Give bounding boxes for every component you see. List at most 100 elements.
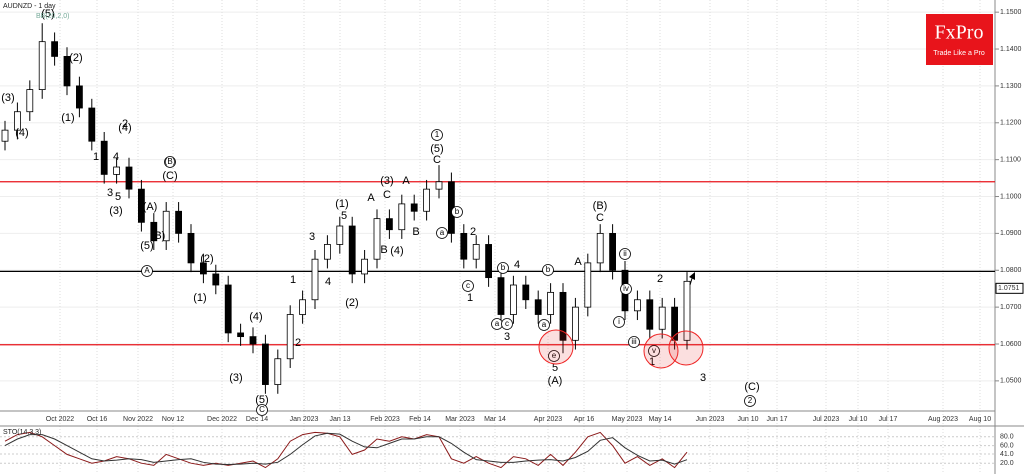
plot: 1.0500 1.0600 1.0700 1.0800 1.0900 1.1000 1.11… [0, 8, 1024, 469]
y-tick-label: 80.0 [1000, 434, 1014, 441]
annotation-circle [538, 319, 550, 331]
chart-title: AUDNZD - 1 day [3, 3, 56, 10]
candle-body [410, 203, 418, 212]
candle-body [212, 273, 220, 286]
x-tick-label: Feb 14 [409, 416, 431, 423]
y-tick-label: 1.1100 [1000, 156, 1021, 163]
candle-body [51, 41, 58, 57]
wave-label: (5) [140, 240, 153, 252]
candle-body [584, 262, 592, 308]
candle-body [385, 218, 393, 231]
candle-body [261, 343, 269, 385]
wave-label: a [440, 228, 445, 237]
x-tick-label: Aug 2023 [928, 416, 958, 423]
wave-label: (2) [345, 297, 358, 309]
y-tick-label: 1.0900 [1000, 230, 1022, 237]
wave-label: 3 [309, 231, 315, 243]
candle-body [13, 111, 21, 131]
candle-body [348, 225, 356, 275]
annotation-circle [628, 336, 640, 348]
candle-body [323, 244, 331, 260]
x-tick-label: Nov 12 [162, 416, 184, 423]
stochastic-line [4, 432, 688, 466]
wave-label: C [433, 154, 441, 166]
candle-body [683, 280, 691, 341]
wave-label: 1 [93, 151, 99, 163]
candle-body [137, 188, 145, 223]
logo-name: FxPro [935, 22, 984, 44]
candle-body [162, 210, 170, 242]
candle-body [485, 244, 493, 279]
candle-body [237, 332, 245, 338]
wave-label: (3) [380, 175, 393, 187]
wave-label: (3) [229, 372, 242, 384]
wave-label: 5 [552, 362, 558, 374]
candle-body [435, 181, 443, 190]
y-tick-label: 1.1500 [1000, 9, 1022, 16]
last-price-label: 1.0751 [998, 285, 1020, 292]
wave-label: C [596, 212, 604, 224]
wave-label: (3) [109, 205, 122, 217]
wave-label: 2 [295, 337, 301, 349]
y-tick-label: 1.1000 [1000, 193, 1022, 200]
y-tick-label: 1.0700 [1000, 304, 1022, 311]
x-tick-label: Jun 10 [737, 416, 758, 423]
candle-body [299, 299, 307, 315]
annotation-circle [462, 280, 474, 292]
y-tick-label: 1.0500 [1000, 378, 1022, 385]
candle-body [88, 107, 96, 142]
wave-label: 3 [107, 187, 113, 199]
x-tick-label: Apr 2023 [534, 416, 563, 423]
x-tick-label: Aug 10 [969, 416, 991, 423]
wave-label: (1) [335, 198, 348, 210]
stochastic-title: STO(14,3,3) [3, 429, 41, 436]
wave-label: B [412, 226, 419, 238]
candle-body [609, 232, 616, 271]
wave-label: 5 [115, 191, 121, 203]
candle-body [175, 210, 183, 234]
wave-label: ii [623, 249, 627, 258]
candle-body [572, 306, 579, 341]
x-tick-label: Mar 14 [484, 416, 506, 423]
wave-label: iii [631, 337, 637, 346]
candle-body [249, 336, 257, 345]
wave-label: (B) [165, 157, 176, 166]
wave-label: (4) [390, 245, 403, 257]
candle-body [274, 358, 282, 385]
annotation-circle [620, 283, 632, 295]
candle-body [658, 306, 666, 330]
annotation-circle [542, 264, 554, 276]
wave-label: (5) [430, 143, 443, 155]
wave-label: (A) [548, 375, 563, 387]
wave-label: c [466, 281, 470, 290]
candle-body [634, 299, 641, 312]
candle-body [100, 140, 108, 175]
wave-label: (B) [151, 230, 166, 242]
wave-label: (5) [255, 394, 268, 406]
candle-body [361, 258, 369, 275]
candle-body [509, 284, 517, 315]
candle-body [76, 85, 83, 109]
wave-label: (4) [15, 127, 28, 139]
wave-label: (C) [744, 381, 759, 393]
candle-body [472, 244, 480, 260]
wave-label: e [552, 351, 557, 360]
wave-label: (3) [1, 92, 14, 104]
wave-label: B [380, 244, 387, 256]
x-tick-label: Oct 2022 [46, 416, 75, 423]
x-tick-label: Oct 16 [87, 416, 108, 423]
x-tick-label: Dec 14 [246, 416, 268, 423]
x-tick-label: Jan 13 [329, 416, 350, 423]
last-price-box [995, 282, 1024, 294]
y-tick-label: 60.0 [1000, 442, 1014, 449]
candle-body [398, 203, 406, 231]
wave-label: 1 [467, 292, 473, 304]
annotation-circle [164, 156, 176, 168]
candle-body [547, 291, 554, 315]
wave-label: 2 [470, 226, 476, 238]
wave-label: A [367, 192, 375, 204]
wave-label: c [505, 319, 509, 328]
annotation-circle [613, 316, 625, 328]
